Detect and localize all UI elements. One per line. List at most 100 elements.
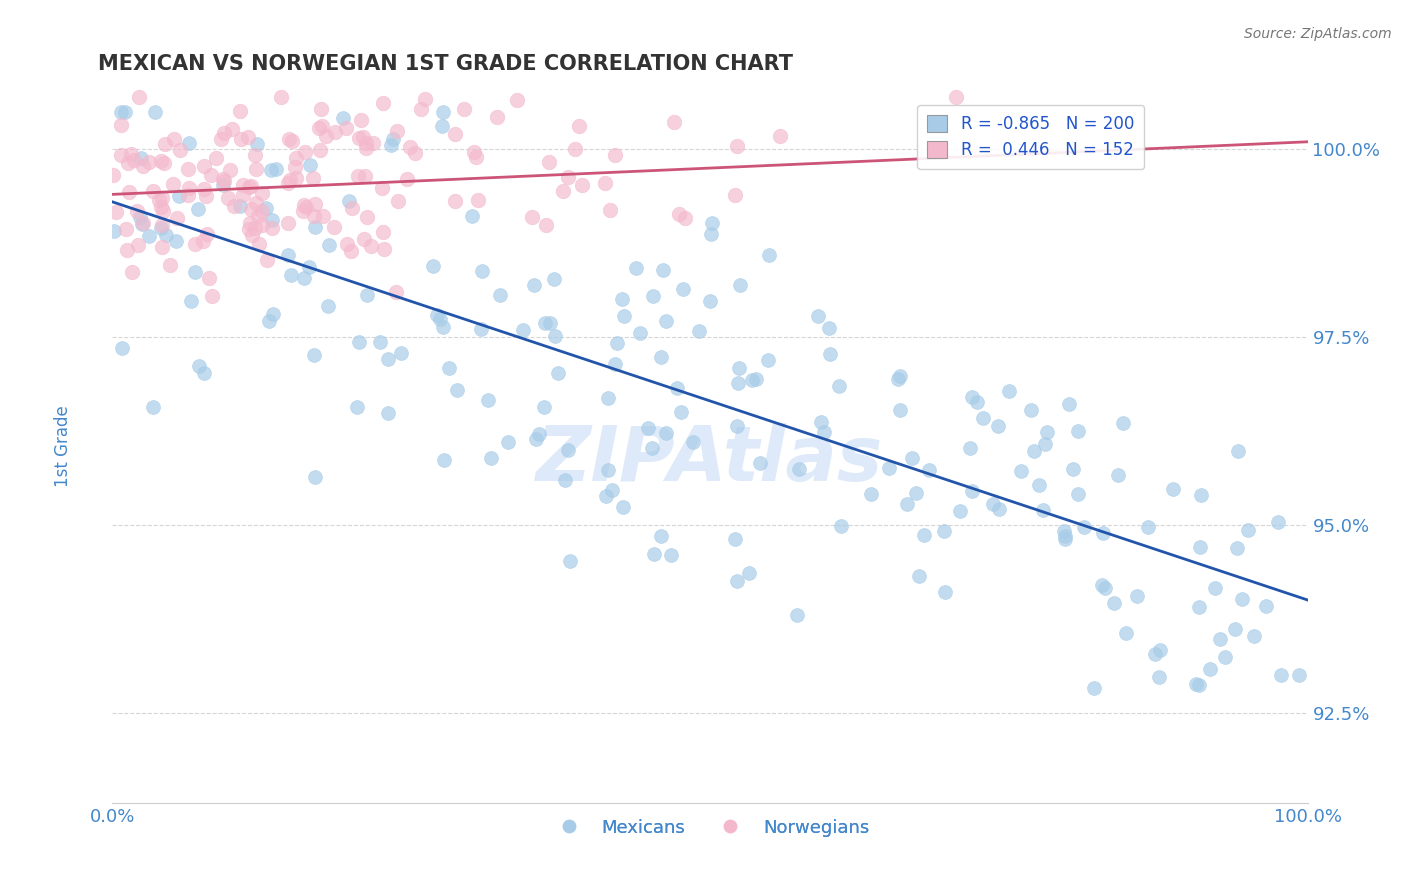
Point — [1019, 403, 1042, 417]
Point — [1204, 581, 1226, 595]
Point — [1243, 629, 1265, 643]
Point — [533, 316, 555, 330]
Point — [103, 169, 125, 183]
Point — [180, 294, 202, 309]
Point — [262, 221, 284, 235]
Point — [987, 418, 1010, 433]
Point — [205, 151, 228, 165]
Point — [544, 329, 567, 343]
Point — [115, 244, 138, 258]
Point — [477, 392, 499, 407]
Point — [127, 237, 149, 252]
Point — [467, 194, 489, 208]
Point — [193, 366, 215, 380]
Point — [905, 486, 928, 500]
Point — [1053, 533, 1076, 547]
Point — [356, 210, 378, 224]
Point — [879, 461, 901, 475]
Point — [1024, 444, 1046, 458]
Point — [166, 211, 188, 225]
Point — [110, 104, 132, 119]
Point — [389, 346, 412, 360]
Point — [470, 322, 492, 336]
Point — [415, 92, 437, 106]
Point — [212, 171, 235, 186]
Point — [520, 210, 543, 224]
Point — [245, 196, 267, 211]
Point — [758, 248, 780, 262]
Point — [437, 361, 460, 376]
Point — [1230, 591, 1253, 606]
Point — [673, 211, 696, 225]
Point — [302, 348, 325, 362]
Point — [148, 193, 170, 207]
Point — [652, 263, 675, 277]
Point — [229, 103, 252, 118]
Point — [159, 258, 181, 272]
Point — [960, 483, 983, 498]
Point — [382, 131, 405, 145]
Point — [371, 225, 394, 239]
Point — [138, 228, 160, 243]
Point — [155, 136, 177, 151]
Point — [262, 307, 284, 321]
Point — [538, 316, 561, 330]
Point — [229, 132, 252, 146]
Point — [380, 137, 402, 152]
Point — [150, 191, 173, 205]
Point — [1209, 632, 1232, 647]
Point — [337, 194, 360, 208]
Point — [1010, 464, 1032, 478]
Point — [308, 120, 330, 135]
Point — [193, 235, 215, 249]
Point — [118, 186, 141, 200]
Point — [373, 242, 395, 256]
Point — [426, 308, 449, 322]
Point — [422, 259, 444, 273]
Point — [120, 146, 142, 161]
Point — [284, 151, 307, 165]
Point — [167, 189, 190, 203]
Point — [312, 209, 335, 223]
Point — [613, 309, 636, 323]
Point — [315, 128, 337, 143]
Point — [110, 118, 132, 132]
Point — [465, 150, 488, 164]
Point — [945, 89, 967, 103]
Point — [738, 566, 761, 581]
Point — [347, 169, 370, 184]
Point — [672, 282, 695, 296]
Point — [352, 130, 374, 145]
Point — [195, 227, 218, 242]
Point — [121, 265, 143, 279]
Point — [626, 260, 648, 275]
Point — [311, 102, 333, 116]
Point — [399, 140, 422, 154]
Point — [142, 400, 165, 414]
Point — [347, 335, 370, 350]
Point — [818, 347, 841, 361]
Point — [1227, 444, 1250, 458]
Point — [1053, 529, 1076, 543]
Point — [429, 312, 451, 326]
Point — [149, 201, 172, 215]
Point — [547, 367, 569, 381]
Point — [250, 218, 273, 232]
Point — [243, 148, 266, 162]
Point — [725, 574, 748, 588]
Point — [912, 528, 935, 542]
Point — [1161, 482, 1184, 496]
Point — [195, 189, 218, 203]
Legend: Mexicans, Norwegians: Mexicans, Norwegians — [544, 812, 876, 844]
Point — [103, 224, 125, 238]
Point — [250, 204, 273, 219]
Point — [1062, 462, 1084, 476]
Point — [983, 497, 1005, 511]
Point — [828, 379, 851, 393]
Point — [1188, 678, 1211, 692]
Point — [246, 209, 269, 223]
Point — [460, 209, 482, 223]
Point — [377, 351, 399, 366]
Point — [612, 500, 634, 514]
Point — [304, 196, 326, 211]
